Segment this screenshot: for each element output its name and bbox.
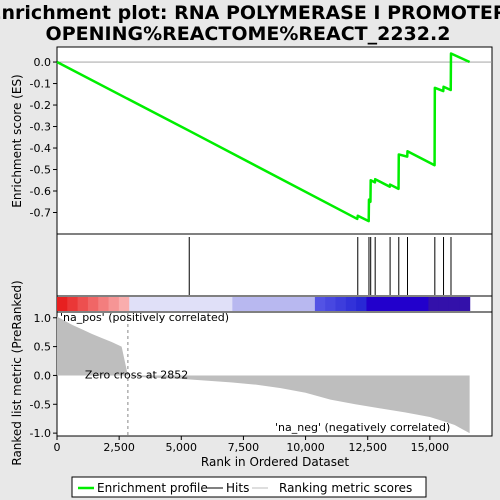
colorbar-segment (438, 297, 450, 311)
colorbar-segment (345, 297, 357, 311)
es-tick-label: -0.7 (30, 207, 51, 220)
colorbar-segment (376, 297, 388, 311)
colorbar-segment (129, 297, 141, 311)
colorbar-segment (252, 297, 264, 311)
colorbar-segment (459, 297, 471, 311)
enrichment-profile-line (56, 52, 471, 223)
colorbar-segment (232, 297, 244, 311)
zero-cross-label: Zero cross at 2852 (85, 368, 188, 381)
es-tick-label: -0.5 (30, 164, 51, 177)
x-tick-label: 0 (54, 441, 61, 454)
colorbar-segment (407, 297, 419, 311)
x-axis-ticks: 0 2,500 5,000 7,500 10,000 12,500 15,000 (54, 436, 450, 454)
es-tick-label: -0.6 (30, 185, 51, 198)
ranking-metric-area (57, 316, 470, 434)
x-tick-label: 15,000 (411, 441, 450, 454)
metric-tick-label: -1.0 (30, 427, 51, 440)
ranked-colorbar (57, 297, 471, 311)
hit-lines (188, 237, 452, 295)
colorbar-segment (283, 297, 295, 311)
colorbar-segment (201, 297, 213, 311)
colorbar-segment (325, 297, 337, 311)
colorbar-segment (222, 297, 233, 311)
positive-correlation-label: 'na_pos' (positively correlated) (60, 311, 229, 324)
colorbar-segment (387, 297, 399, 311)
x-axis-label: Rank in Ordered Dataset (201, 455, 349, 469)
enrichment-profile-path (56, 52, 471, 223)
chart-title-line1: Enrichment plot: RNA POLYMERASE I PROMOT… (0, 2, 500, 24)
es-tick-label: -0.1 (30, 78, 51, 91)
colorbar-segment (242, 297, 254, 311)
colorbar-segment (314, 297, 326, 311)
es-tick-label: 0.0 (34, 56, 52, 69)
colorbar-segment (211, 297, 223, 311)
metric-panel (56, 311, 493, 437)
colorbar-segment (356, 297, 368, 311)
metric-axis-ticks: 1.0 0.5 0.0 -0.5 -1.0 (30, 312, 57, 440)
x-tick-label: 5,000 (166, 441, 198, 454)
colorbar-segment (335, 297, 347, 311)
colorbar-segment (160, 297, 172, 311)
colorbar-segment (273, 297, 285, 311)
x-tick-label: 10,000 (286, 441, 325, 454)
colorbar-segment (397, 297, 409, 311)
colorbar-segment (98, 297, 110, 311)
colorbar-segment (304, 297, 316, 311)
colorbar-segment (139, 297, 151, 311)
es-axis-label: Enrichment score (ES) (10, 74, 24, 207)
negative-correlation-label: 'na_neg' (negatively correlated) (275, 421, 450, 434)
metric-tick-label: 1.0 (34, 312, 52, 325)
metric-area-fill (57, 316, 470, 434)
colorbar-segment (263, 297, 275, 311)
metric-axis-label: Ranked list metric (PreRanked) (10, 280, 24, 465)
es-tick-label: -0.2 (30, 99, 51, 112)
es-panel (56, 46, 493, 235)
x-tick-label: 7,500 (228, 441, 260, 454)
legend-hits-label: Hits (226, 481, 249, 495)
colorbar-segment (191, 297, 203, 311)
legend-metric-label: Ranking metric scores (279, 481, 412, 495)
colorbar-segment (170, 297, 182, 311)
chart-title-line2: OPENING%REACTOME%REACT_2232.2 (46, 23, 451, 45)
colorbar-segment (180, 297, 192, 311)
colorbar-segment (108, 297, 120, 311)
colorbar-segment (448, 297, 460, 311)
colorbar-segment (294, 297, 306, 311)
metric-tick-label: 0.5 (34, 341, 52, 354)
es-axis-ticks: 0.0 -0.1 -0.2 -0.3 -0.4 -0.5 -0.6 -0.7 (30, 56, 57, 220)
colorbar-segment (428, 297, 440, 311)
metric-tick-label: -0.5 (30, 398, 51, 411)
colorbar-segment (149, 297, 161, 311)
colorbar-segment (57, 297, 68, 311)
x-tick-label: 2,500 (103, 441, 135, 454)
colorbar-segment (67, 297, 79, 311)
metric-tick-label: 0.0 (34, 369, 52, 382)
legend-enrichment-label: Enrichment profile (97, 481, 208, 495)
colorbar-segment (418, 297, 429, 311)
colorbar-segment (366, 297, 378, 311)
hits-panel (56, 233, 493, 297)
colorbar-segment (77, 297, 89, 311)
es-tick-label: -0.3 (30, 121, 51, 134)
es-tick-label: -0.4 (30, 142, 51, 155)
legend-box (71, 476, 427, 498)
colorbar-segment (118, 297, 130, 311)
x-tick-label: 12,500 (348, 441, 387, 454)
colorbar-segment (87, 297, 99, 311)
